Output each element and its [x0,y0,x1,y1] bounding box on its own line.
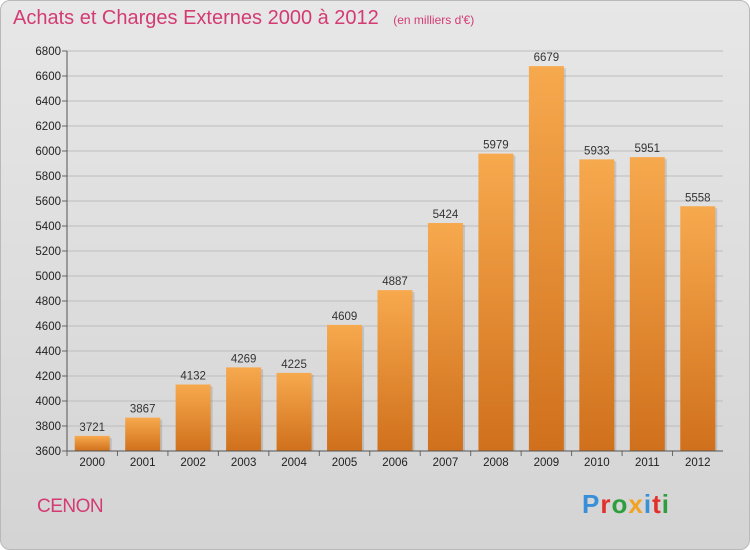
y-tick-label: 5200 [35,246,61,258]
x-tick-label: 2001 [130,457,156,469]
bar [629,157,665,451]
bar-value-label: 6679 [534,52,560,64]
bar [377,290,413,451]
y-tick-label: 5000 [35,271,61,283]
y-tick-label: 6200 [35,121,61,133]
logo-letter: r [600,489,612,519]
bar-value-label: 4132 [180,371,206,383]
chart-subtitle: (en milliers d'€) [393,13,475,27]
x-tick-label: 2000 [79,457,105,469]
y-tick-label: 6600 [35,71,61,83]
chart-title: Achats et Charges Externes 2000 à 2012 [13,7,379,29]
y-tick-label: 6000 [35,146,61,158]
y-tick-label: 4200 [35,371,61,383]
bar [579,159,615,451]
x-tick-label: 2011 [635,457,660,469]
city-name: CENON [37,496,104,517]
axes [66,51,723,452]
bars: 3721 3867 4132 4269 4225 4609 4887 5424 5979 6679… [74,52,718,451]
bar [478,153,514,451]
bar-value-label: 5951 [635,143,661,155]
y-tick-label: 4400 [35,346,61,358]
bar-value-label: 4887 [382,276,408,288]
logo-letter: x [628,489,644,519]
bar [427,223,463,451]
bar [327,324,363,451]
y-tick-label: 4600 [35,321,61,333]
y-tick-label: 4800 [35,296,61,308]
bar-value-label: 5558 [685,192,711,204]
bar-value-label: 4609 [332,311,358,323]
bar-value-label: 3867 [130,404,156,416]
x-tick-label: 2002 [180,457,206,469]
y-tick-label: 5800 [35,171,61,183]
logo-letter: t [652,489,662,519]
y-tick-label: 4000 [35,396,61,408]
bar-value-label: 5979 [483,140,509,152]
proxiti-logo[interactable]: Proxiti [582,489,670,520]
bar [680,206,716,451]
x-tick-label: 2005 [332,457,358,469]
bar [528,66,564,451]
y-axis-labels: 3600 3800 4000 4200 4400 4600 4800 5000 5200 5400… [35,46,61,458]
logo-letter: i [643,489,653,519]
bar-value-label: 5424 [433,209,459,221]
logo-letter: i [661,489,670,519]
y-tick-label: 6800 [35,46,61,58]
x-tick-label: 2010 [584,457,610,469]
bar [74,435,110,451]
bar-value-label: 5933 [584,145,610,157]
bar-value-label: 4269 [231,353,257,365]
bar-value-label: 4225 [281,359,307,371]
bar [276,372,312,451]
y-tick-label: 6400 [35,96,61,108]
x-tick-label: 2004 [281,457,307,469]
x-tick-label: 2009 [534,457,560,469]
title-row: Achats et Charges Externes 2000 à 2012 (… [13,7,474,30]
bar [125,417,161,451]
x-tick-label: 2008 [483,457,509,469]
bar [175,384,211,451]
logo-letter: o [611,489,629,519]
bar-value-label: 3721 [79,422,105,434]
y-tick-label: 3600 [35,446,61,458]
y-tick-label: 5600 [35,196,61,208]
x-tick-label: 2007 [433,457,459,469]
x-tick-label: 2012 [685,457,711,469]
logo-letter: P [582,489,601,519]
x-axis-labels: 2000 2001 2002 2003 2004 2005 2006 2007 2008 2009… [66,451,711,469]
x-tick-label: 2006 [382,457,408,469]
y-tick-label: 5400 [35,221,61,233]
y-tick-label: 3800 [35,421,61,433]
bar [226,367,262,451]
x-tick-label: 2003 [231,457,257,469]
